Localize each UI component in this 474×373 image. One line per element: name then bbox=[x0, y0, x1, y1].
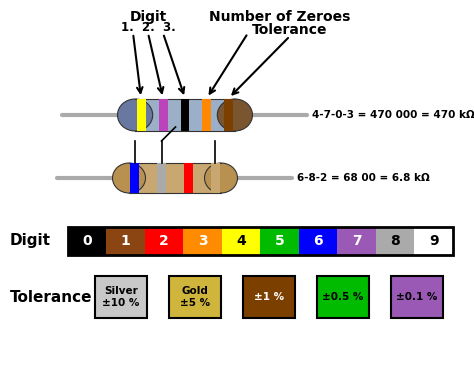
Bar bbox=[135, 99, 235, 131]
Bar bbox=[261, 227, 299, 255]
Text: 0: 0 bbox=[82, 234, 92, 248]
Bar bbox=[181, 99, 190, 131]
Bar bbox=[391, 276, 443, 318]
Text: Number of Zeroes: Number of Zeroes bbox=[210, 10, 351, 24]
Text: Digit: Digit bbox=[10, 233, 51, 248]
Bar bbox=[130, 163, 139, 193]
Text: 2: 2 bbox=[159, 234, 169, 248]
Bar bbox=[68, 227, 107, 255]
Bar bbox=[137, 99, 146, 131]
Text: 1.  2.  3.: 1. 2. 3. bbox=[120, 21, 175, 34]
Bar bbox=[68, 227, 453, 255]
Text: ±0.5 %: ±0.5 % bbox=[322, 292, 364, 302]
Bar bbox=[211, 163, 219, 193]
Text: 8: 8 bbox=[391, 234, 400, 248]
Text: Silver
±10 %: Silver ±10 % bbox=[102, 286, 140, 308]
Bar bbox=[414, 227, 453, 255]
Text: ±0.1 %: ±0.1 % bbox=[396, 292, 438, 302]
Text: 7: 7 bbox=[352, 234, 362, 248]
Bar bbox=[299, 227, 337, 255]
Text: 1: 1 bbox=[121, 234, 131, 248]
Text: Tolerance: Tolerance bbox=[10, 289, 92, 304]
Bar bbox=[337, 227, 376, 255]
Text: Tolerance: Tolerance bbox=[252, 23, 328, 37]
Bar bbox=[107, 227, 145, 255]
Bar bbox=[243, 276, 295, 318]
Bar bbox=[202, 99, 211, 131]
Bar bbox=[222, 227, 261, 255]
Text: 4: 4 bbox=[237, 234, 246, 248]
Bar bbox=[145, 227, 183, 255]
Ellipse shape bbox=[217, 99, 253, 131]
Bar bbox=[157, 163, 165, 193]
Bar bbox=[95, 276, 147, 318]
Bar bbox=[224, 99, 233, 131]
Text: 6: 6 bbox=[313, 234, 323, 248]
Text: 4-7-0-3 = 470 000 = 470 kΩ: 4-7-0-3 = 470 000 = 470 kΩ bbox=[312, 110, 474, 120]
Bar bbox=[169, 276, 221, 318]
Ellipse shape bbox=[112, 163, 146, 193]
Text: 6-8-2 = 68 00 = 6.8 kΩ: 6-8-2 = 68 00 = 6.8 kΩ bbox=[298, 173, 430, 183]
Text: 5: 5 bbox=[275, 234, 284, 248]
Ellipse shape bbox=[118, 99, 153, 131]
Bar bbox=[376, 227, 414, 255]
Text: ±1 %: ±1 % bbox=[254, 292, 284, 302]
Bar bbox=[129, 163, 221, 193]
Text: Gold
±5 %: Gold ±5 % bbox=[180, 286, 210, 308]
Text: 9: 9 bbox=[429, 234, 438, 248]
Bar bbox=[184, 163, 192, 193]
Bar bbox=[158, 99, 167, 131]
Bar bbox=[183, 227, 222, 255]
Text: Digit: Digit bbox=[129, 10, 167, 24]
Text: 3: 3 bbox=[198, 234, 208, 248]
Ellipse shape bbox=[204, 163, 237, 193]
Bar bbox=[317, 276, 369, 318]
